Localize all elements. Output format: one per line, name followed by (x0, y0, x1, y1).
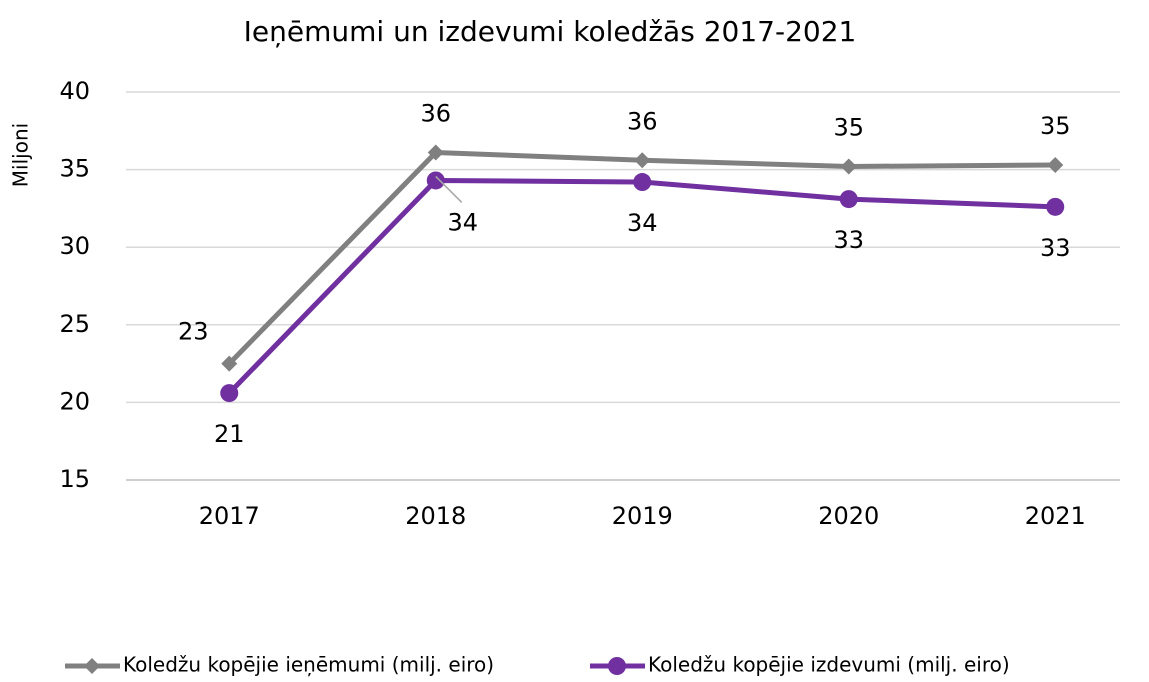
y-tick-label: 35 (59, 155, 90, 183)
marker (1046, 197, 1065, 216)
y-tick-label: 30 (59, 232, 90, 260)
marker (608, 657, 626, 675)
data-label: 34 (627, 209, 658, 237)
marker (1047, 156, 1064, 173)
legend-label: Koledžu kopējie izdevumi (milj. eiro) (648, 653, 1010, 677)
y-tick-label: 15 (59, 465, 90, 493)
data-label: 35 (1040, 112, 1071, 140)
leader-line (435, 175, 463, 203)
y-tick-label: 20 (59, 387, 90, 415)
data-label: 34 (447, 208, 478, 236)
data-label: 35 (833, 113, 864, 141)
x-tick-label: 2017 (199, 502, 260, 530)
y-tick-label: 25 (59, 310, 90, 338)
y-tick-label: 40 (59, 77, 90, 105)
chart-title: Ieņēmumi un izdevumi koledžās 2017-2021 (244, 15, 857, 48)
legend-label: Koledžu kopējie ieņēmumi (milj. eiro) (123, 653, 494, 677)
marker (840, 158, 857, 175)
x-tick-label: 2018 (405, 502, 466, 530)
marker (426, 171, 445, 190)
data-label: 23 (178, 318, 209, 346)
marker (84, 658, 100, 674)
marker (427, 144, 444, 161)
marker (634, 152, 651, 169)
data-label: 21 (214, 420, 245, 448)
data-label: 33 (1040, 234, 1071, 262)
data-label: 33 (833, 226, 864, 254)
data-label: 36 (420, 100, 451, 128)
marker (633, 173, 652, 192)
x-tick-label: 2020 (818, 502, 879, 530)
y-axis-label: Miljoni (9, 123, 33, 187)
x-tick-label: 2019 (612, 502, 673, 530)
marker (221, 355, 238, 372)
marker (220, 384, 239, 403)
x-tick-label: 2021 (1025, 502, 1086, 530)
marker (839, 190, 858, 209)
data-label: 36 (627, 107, 658, 135)
